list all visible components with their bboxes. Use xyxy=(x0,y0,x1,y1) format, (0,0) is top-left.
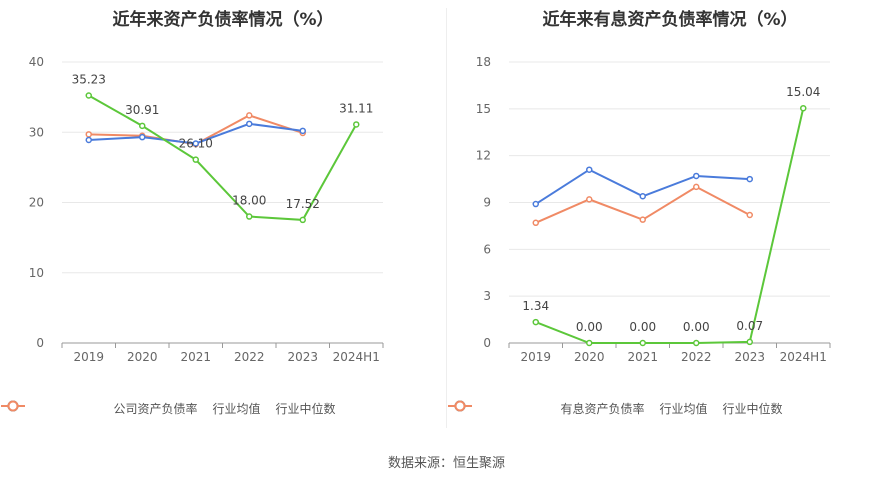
data-point xyxy=(639,193,646,200)
chart-panel-interest-debt-ratio: 近年来有息资产负债率情况（%） 0 3 6 9 12 15 18 2019 2020 2021 20… xyxy=(447,0,893,440)
x-tick-label: 2023 xyxy=(734,350,765,364)
legend-label: 行业中位数 xyxy=(275,402,336,416)
data-point xyxy=(639,339,646,347)
y-tick-label: 15 xyxy=(476,102,491,116)
data-label: 0.00 xyxy=(629,320,656,334)
x-tick-label: 2019 xyxy=(73,350,104,364)
series-line xyxy=(88,94,358,221)
data-point xyxy=(246,213,253,220)
chart-panel-debt-ratio: 近年来资产负债率情况（%） 0 10 20 30 40 2019 2020 2021 2022 2… xyxy=(0,0,446,440)
y-tick-label: 12 xyxy=(476,149,491,163)
x-tick-label: 2019 xyxy=(520,350,551,364)
legend-item[interactable]: 行业均值 xyxy=(1,400,261,417)
data-label: 0.00 xyxy=(576,320,603,334)
panel-divider xyxy=(446,8,447,428)
y-tick-label: 30 xyxy=(29,125,44,139)
data-point xyxy=(532,200,539,208)
data-source-note: 数据来源：恒生聚源 xyxy=(387,456,505,471)
data-point xyxy=(746,175,753,183)
y-tick-label: 10 xyxy=(29,266,44,280)
legend-label: 有息资产负债率 xyxy=(560,402,645,416)
chart-plot-interest-debt-ratio: 0 3 6 9 12 15 18 2019 2020 2021 2022 2023 2024H1 1.34… xyxy=(476,55,831,364)
chart-legend: 有息资产负债率 行业均值 行业中位数 xyxy=(447,400,893,417)
legend-item[interactable]: 行业均值 xyxy=(448,400,708,417)
chart-legend: 公司资产负债率 行业均值 行业中位数 xyxy=(0,400,446,417)
x-tick-label: 2020 xyxy=(127,350,158,364)
y-tick-label: 20 xyxy=(29,196,44,210)
data-point xyxy=(693,339,700,347)
legend-icon-marker xyxy=(7,400,19,412)
chart-title: 近年来资产负债率情况（%） xyxy=(112,10,334,30)
data-point xyxy=(299,216,306,224)
legend-item[interactable]: 有息资产负债率 xyxy=(448,400,645,417)
data-point xyxy=(800,104,807,112)
data-point xyxy=(85,136,92,144)
legend-label: 行业均值 xyxy=(212,402,261,416)
data-label: 31.11 xyxy=(339,101,373,115)
y-tick-label: 0 xyxy=(483,336,491,350)
x-tick-label: 2023 xyxy=(287,350,318,364)
y-tick-label: 0 xyxy=(36,336,44,350)
series-line xyxy=(535,107,805,344)
data-label: 0.00 xyxy=(683,320,710,334)
legend-item[interactable]: 公司资产负债率 xyxy=(1,400,198,417)
y-tick-label: 40 xyxy=(29,55,44,69)
data-point xyxy=(693,172,700,180)
data-point xyxy=(299,127,306,135)
x-tick-label: 2024H1 xyxy=(780,350,827,364)
x-tick-label: 2022 xyxy=(234,350,265,364)
chart-title: 近年来有息资产负债率情况（%） xyxy=(542,10,798,30)
data-point xyxy=(746,338,753,346)
y-tick-label: 6 xyxy=(483,242,491,256)
x-tick-label: 2022 xyxy=(681,350,712,364)
circle-line-marker-icon xyxy=(448,400,472,412)
data-point xyxy=(532,219,539,227)
data-point xyxy=(639,216,646,223)
data-point xyxy=(192,156,199,163)
legend-item[interactable]: 行业中位数 xyxy=(1,400,336,417)
x-tick-label: 2024H1 xyxy=(333,350,380,364)
data-point xyxy=(246,112,253,119)
circle-line-marker-icon xyxy=(1,400,25,412)
data-label: 18.00 xyxy=(232,194,266,208)
x-tick-label: 2020 xyxy=(574,350,605,364)
y-tick-label: 3 xyxy=(483,289,491,303)
data-label: 26.10 xyxy=(179,137,213,151)
data-point xyxy=(85,131,92,138)
x-tick-label: 2021 xyxy=(180,350,211,364)
data-point xyxy=(693,183,700,191)
legend-icon-marker xyxy=(454,400,466,412)
y-tick-label: 18 xyxy=(476,55,491,69)
data-point xyxy=(139,133,146,141)
data-label: 35.23 xyxy=(72,73,106,87)
legend-label: 行业均值 xyxy=(659,402,708,416)
data-label: 0.07 xyxy=(736,319,763,333)
data-point xyxy=(586,166,593,173)
chart-plot-debt-ratio: 0 10 20 30 40 2019 2020 2021 2022 2023 2024H1 35.23… xyxy=(29,55,384,364)
data-label: 1.34 xyxy=(522,299,549,313)
legend-label: 行业中位数 xyxy=(722,402,783,416)
data-point xyxy=(746,211,753,219)
data-point xyxy=(586,339,593,347)
data-point xyxy=(532,318,539,326)
data-point xyxy=(246,120,253,128)
data-point xyxy=(85,92,92,99)
legend-item[interactable]: 行业中位数 xyxy=(448,400,783,417)
data-point xyxy=(139,122,146,130)
data-point xyxy=(586,196,593,203)
x-tick-label: 2021 xyxy=(627,350,658,364)
data-point xyxy=(192,140,199,147)
data-label: 15.04 xyxy=(786,85,820,99)
legend-label: 公司资产负债率 xyxy=(113,402,198,416)
y-tick-label: 9 xyxy=(483,196,491,210)
data-label: 17.52 xyxy=(286,197,320,211)
data-label: 30.91 xyxy=(125,103,159,117)
data-point xyxy=(353,121,360,128)
